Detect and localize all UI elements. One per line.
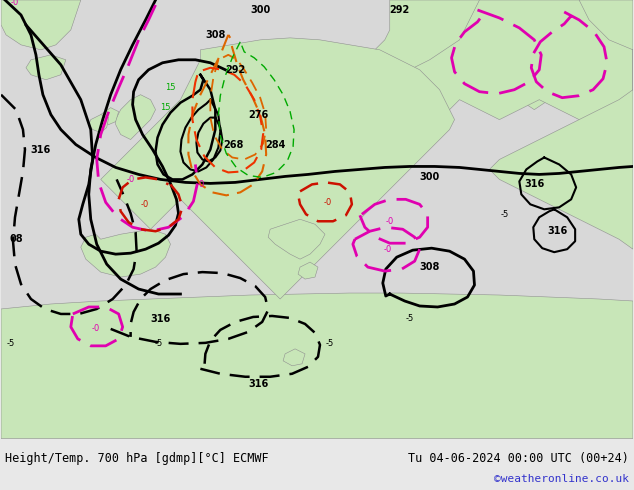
Text: 308: 308 — [420, 262, 440, 272]
Polygon shape — [101, 38, 455, 299]
Polygon shape — [26, 55, 66, 80]
Text: Tu 04-06-2024 00:00 UTC (00+24): Tu 04-06-2024 00:00 UTC (00+24) — [408, 452, 629, 466]
Text: Height/Temp. 700 hPa [gdmp][°C] ECMWF: Height/Temp. 700 hPa [gdmp][°C] ECMWF — [5, 452, 269, 466]
Text: 268: 268 — [223, 140, 243, 149]
Text: ©weatheronline.co.uk: ©weatheronline.co.uk — [494, 474, 629, 484]
Text: -0: -0 — [127, 175, 135, 184]
Text: 276: 276 — [248, 110, 268, 120]
Polygon shape — [1, 0, 81, 50]
Text: -0: -0 — [197, 180, 205, 189]
Text: 316: 316 — [150, 314, 171, 324]
Text: 292: 292 — [225, 65, 245, 75]
Polygon shape — [115, 95, 155, 140]
Polygon shape — [81, 229, 171, 277]
Polygon shape — [101, 108, 119, 124]
Polygon shape — [1, 293, 633, 439]
Polygon shape — [370, 0, 633, 110]
Text: -0: -0 — [141, 200, 149, 209]
Text: 15: 15 — [160, 103, 171, 112]
Polygon shape — [283, 349, 305, 366]
Text: -5: -5 — [326, 340, 334, 348]
Text: -0: -0 — [91, 324, 100, 333]
Text: -5: -5 — [406, 315, 414, 323]
Polygon shape — [399, 0, 633, 149]
Text: 292: 292 — [390, 5, 410, 15]
Text: 308: 308 — [205, 30, 226, 40]
Text: 08: 08 — [9, 234, 23, 244]
Text: 300: 300 — [250, 5, 270, 15]
Text: -5: -5 — [155, 340, 163, 348]
Text: 316: 316 — [248, 379, 268, 389]
Text: 300: 300 — [420, 172, 440, 182]
Polygon shape — [298, 262, 318, 279]
Text: -0: -0 — [11, 0, 19, 7]
Text: 15: 15 — [165, 83, 176, 92]
Text: -0: -0 — [385, 217, 394, 226]
Text: 316: 316 — [31, 145, 51, 154]
Text: 284: 284 — [265, 140, 285, 149]
Polygon shape — [89, 115, 108, 133]
Text: 316: 316 — [547, 226, 567, 236]
Polygon shape — [268, 220, 325, 259]
Text: -5: -5 — [7, 340, 15, 348]
Text: -0: -0 — [324, 198, 332, 207]
Text: -5: -5 — [500, 210, 508, 219]
Polygon shape — [489, 0, 633, 249]
Text: -0: -0 — [384, 245, 392, 254]
Text: 316: 316 — [524, 179, 545, 190]
